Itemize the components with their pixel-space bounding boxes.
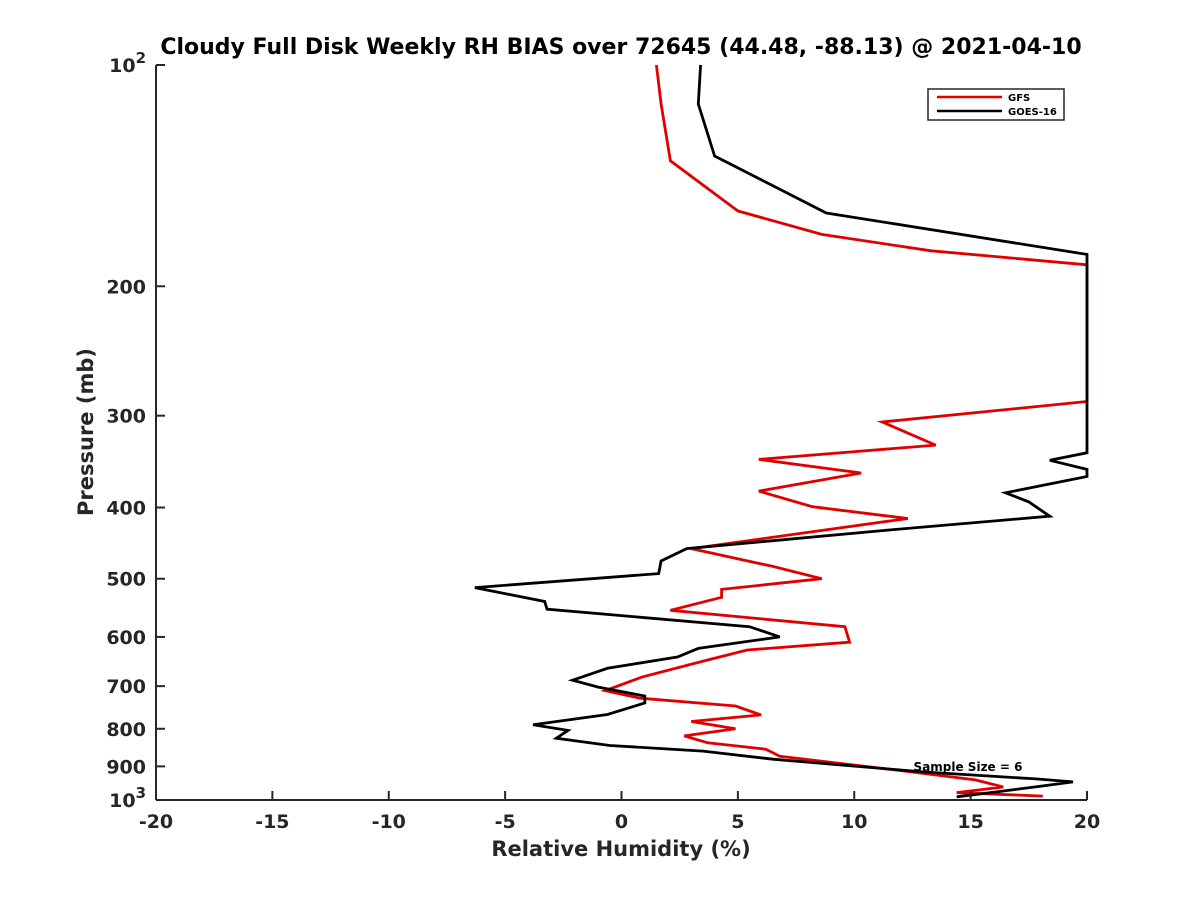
y-tick-base: 10 (109, 790, 135, 812)
y-tick-label: 400 (106, 498, 146, 520)
x-tick-label: 5 (731, 811, 744, 833)
x-tick-label: 20 (1074, 811, 1100, 833)
x-axis-label: Relative Humidity (%) (491, 837, 750, 861)
x-tick-label: -15 (255, 811, 289, 833)
y-tick-base: 10 (109, 55, 135, 77)
y-tick-label: 300 (106, 406, 146, 428)
y-tick-label: 102 (109, 49, 146, 77)
x-tick-label: -10 (372, 811, 406, 833)
y-tick-label: 103 (109, 784, 146, 812)
y-tick-label: 200 (106, 276, 146, 298)
y-tick-label: 800 (106, 719, 146, 741)
y-tick-label: 900 (106, 756, 146, 778)
x-tick-label: 15 (957, 811, 983, 833)
y-tick-exponent: 2 (136, 49, 146, 67)
x-tick-labels: -20 -15 -10 -5 0 5 10 15 20 (139, 791, 1100, 833)
plot-area (155, 65, 1087, 801)
chart-title: Cloudy Full Disk Weekly RH BIAS over 726… (160, 35, 1081, 60)
series-layer (474, 64, 1089, 799)
x-tick-label: 10 (841, 811, 867, 833)
x-tick-label: 0 (615, 811, 628, 833)
series-line-gfs (600, 64, 1089, 798)
sample-size-annotation: Sample Size = 6 (914, 760, 1023, 774)
legend-label-gfs: GFS (1008, 93, 1030, 104)
x-tick-label: -20 (139, 811, 173, 833)
x-tick-label: -5 (495, 811, 516, 833)
y-tick-label: 700 (106, 676, 146, 698)
legend-label-goes16: GOES-16 (1008, 107, 1057, 118)
y-tick-label: 600 (106, 627, 146, 649)
y-tick-exponent: 3 (136, 784, 146, 802)
legend: GFS GOES-16 (927, 88, 1065, 121)
legend-box (927, 88, 1065, 121)
y-axis-label: Pressure (mb) (74, 348, 98, 516)
series-line-goes-16 (474, 64, 1089, 799)
y-tick-label: 500 (106, 569, 146, 591)
